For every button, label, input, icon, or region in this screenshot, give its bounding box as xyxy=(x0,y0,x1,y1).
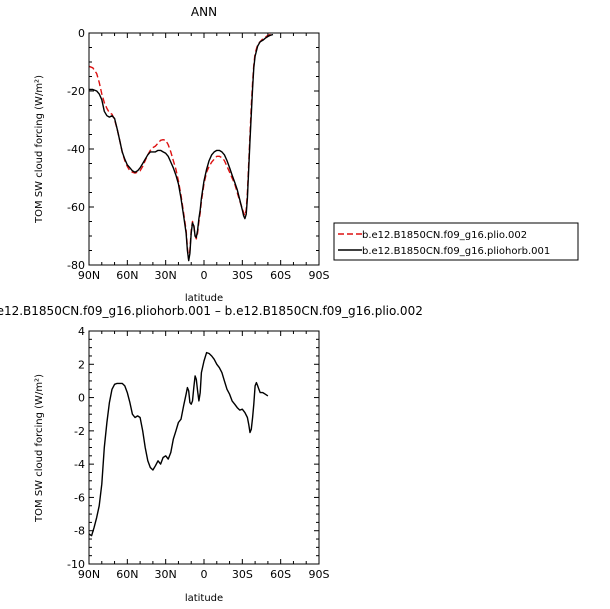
bottom-y-tick-label: -6 xyxy=(74,491,85,504)
bottom-y-tick-label: -10 xyxy=(67,558,85,571)
bottom-y-tick-label: 2 xyxy=(78,358,85,371)
top-x-tick-label: 90S xyxy=(309,269,330,282)
legend: b.e12.B1850CN.f09_g16.plio.002 b.e12.B18… xyxy=(333,222,579,261)
top-x-tick-label: 60S xyxy=(270,269,291,282)
bottom-chart-x-axis-label: latitude xyxy=(185,593,223,604)
top-x-tick-label: 30S xyxy=(232,269,253,282)
bottom-x-tick-label: 30S xyxy=(232,568,253,581)
top-chart-x-axis-label: latitude xyxy=(185,293,223,304)
bottom-x-tick-label: 60N xyxy=(116,568,138,581)
top-series-line-0 xyxy=(88,33,274,260)
top-series-line-1 xyxy=(89,33,274,262)
top-x-tick-label: 90N xyxy=(78,269,100,282)
bottom-series-line-0 xyxy=(88,351,269,537)
legend-box xyxy=(333,222,579,261)
top-y-tick-label: -60 xyxy=(67,201,85,214)
bottom-y-tick-label: -4 xyxy=(74,458,85,471)
bottom-chart-y-axis-label: TOM SW cloud forcing (W/m²) xyxy=(34,374,45,523)
top-chart-y-axis-label: TOM SW cloud forcing (W/m²) xyxy=(34,75,45,224)
top-x-tick-label: 30N xyxy=(155,269,177,282)
top-y-tick-label: 0 xyxy=(78,27,85,40)
bottom-y-tick-label: -8 xyxy=(74,525,85,538)
top-x-tick-label: 0 xyxy=(201,269,208,282)
legend-label-plio: b.e12.B1850CN.f09_g16.plio.002 xyxy=(362,230,527,241)
bottom-plot-frame xyxy=(88,330,320,565)
top-chart-panel: ANN TOM SW cloud forcing (W/m²) latitude… xyxy=(34,5,330,304)
top-chart-title: ANN xyxy=(191,5,217,19)
bottom-x-tick-label: 90N xyxy=(78,568,100,581)
bottom-y-tick-label: 0 xyxy=(78,392,85,405)
legend-label-pliohorb: b.e12.B1850CN.f09_g16.pliohorb.001 xyxy=(362,246,550,257)
top-x-tick-label: 60N xyxy=(116,269,138,282)
top-y-tick-label: -40 xyxy=(67,143,85,156)
bottom-x-tick-label: 0 xyxy=(201,568,208,581)
bottom-chart-title: b.e12.B1850CN.f09_g16.pliohorb.001 – b.e… xyxy=(0,304,423,318)
bottom-x-tick-label: 60S xyxy=(270,568,291,581)
top-plot-frame xyxy=(88,32,320,266)
bottom-x-tick-label: 90S xyxy=(309,568,330,581)
top-y-tick-label: -20 xyxy=(67,85,85,98)
bottom-chart-panel: b.e12.B1850CN.f09_g16.pliohorb.001 – b.e… xyxy=(0,304,423,604)
bottom-x-tick-label: 30N xyxy=(155,568,177,581)
top-y-tick-label: -80 xyxy=(67,259,85,272)
bottom-y-tick-label: -2 xyxy=(74,425,85,438)
bottom-y-tick-label: 4 xyxy=(78,325,85,338)
